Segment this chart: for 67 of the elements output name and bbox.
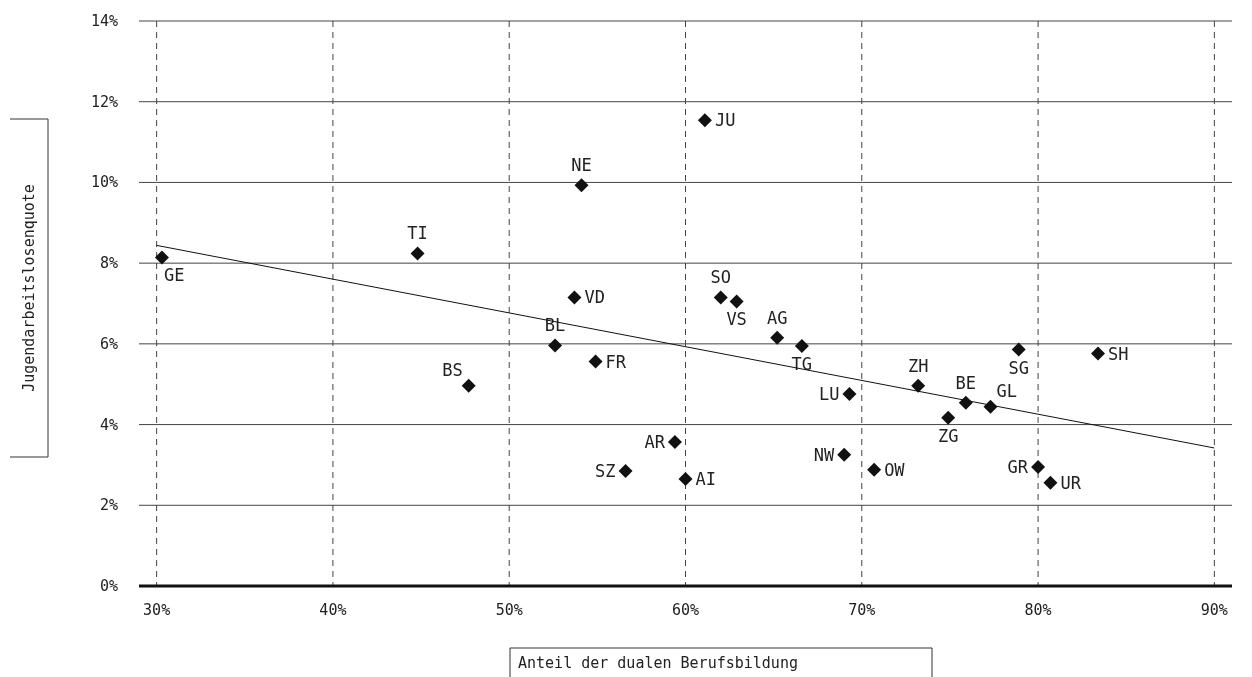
x-tick-label: 90% (1200, 601, 1228, 619)
y-axis-title: Jugendarbeitslosenquote (20, 184, 38, 392)
series-label: OW (884, 459, 906, 480)
point (410, 246, 425, 261)
series-label: VS (726, 309, 747, 330)
point (667, 434, 682, 449)
y-tick-label: 2% (99, 496, 118, 515)
point (697, 113, 712, 128)
point (911, 378, 926, 393)
y-tick-label: 8% (99, 254, 118, 273)
series-label: GE (163, 265, 185, 286)
series-label: LU (818, 383, 840, 404)
x-tick-label: 70% (848, 601, 876, 619)
series-label: BS (442, 359, 463, 380)
series-label: JU (714, 110, 736, 131)
series-label: SO (710, 267, 731, 288)
y-tick-label: 6% (99, 334, 118, 353)
point (837, 447, 852, 462)
point (941, 410, 956, 425)
y-tick-label: 4% (99, 415, 118, 434)
x-axis-title: Anteil der dualen Berufsbildung (518, 654, 798, 672)
series-label: ZH (907, 355, 929, 376)
series-label: NW (813, 444, 835, 465)
point (548, 338, 563, 353)
point (794, 338, 809, 353)
point (678, 472, 693, 487)
point (574, 178, 589, 193)
x-tick-label: 80% (1024, 601, 1052, 619)
point (867, 462, 882, 477)
series-label: SH (1108, 343, 1129, 364)
point (154, 250, 169, 265)
series-label: TI (407, 223, 428, 244)
y-tick-label: 10% (90, 173, 118, 192)
point (713, 290, 728, 305)
series-label: GL (996, 380, 1017, 401)
x-tick-label: 40% (319, 601, 347, 619)
y-tick-label: 14% (90, 12, 118, 30)
point (1043, 475, 1058, 490)
x-tick-label: 60% (671, 601, 700, 619)
point (588, 354, 603, 369)
series-label: NE (571, 155, 592, 176)
series-label: VD (584, 287, 605, 308)
series-label: UR (1060, 472, 1082, 493)
y-tick-label: 12% (90, 92, 118, 111)
point (729, 294, 744, 309)
series-label: BE (955, 372, 977, 393)
x-tick-label: 30% (143, 601, 171, 619)
x-tick-label: 50% (495, 601, 523, 619)
point (618, 463, 633, 478)
point (1031, 459, 1046, 474)
point (567, 290, 582, 305)
point (1011, 342, 1026, 357)
point (1091, 346, 1106, 361)
series-label: AR (644, 431, 666, 452)
point (770, 330, 785, 345)
y-tick-label: 0% (99, 577, 118, 595)
series-label: ZG (937, 425, 959, 446)
series-label: AG (766, 307, 788, 328)
series-label: BL (544, 315, 566, 336)
point (461, 378, 476, 393)
series-label: TG (791, 353, 813, 374)
series-label: FR (605, 351, 627, 372)
series-label: SG (1008, 357, 1029, 378)
point (842, 386, 857, 401)
series-label: AI (695, 469, 716, 490)
series-label: SZ (595, 460, 616, 481)
series-label: GR (1007, 456, 1029, 477)
